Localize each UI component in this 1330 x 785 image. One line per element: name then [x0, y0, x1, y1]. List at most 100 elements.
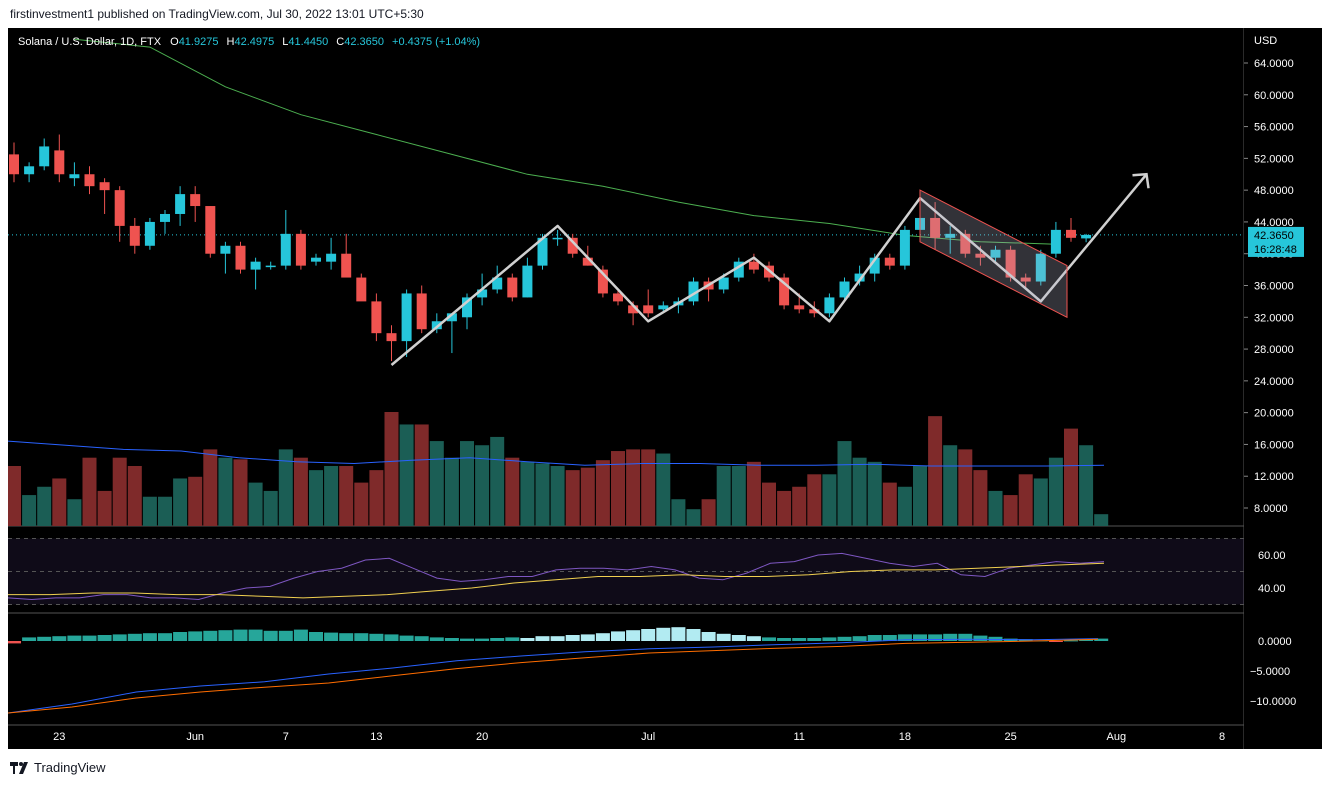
close-label: C: [336, 36, 344, 48]
macd-histogram-bar: [520, 638, 535, 641]
candle-body: [356, 277, 367, 302]
macd-histogram-bar: [626, 630, 641, 641]
macd-histogram-bar: [686, 629, 701, 641]
volume-bar: [414, 424, 429, 526]
candle-body: [899, 229, 910, 266]
candle-body: [582, 257, 593, 266]
macd-histogram-bar: [928, 634, 943, 641]
macd-histogram-bar: [37, 636, 52, 641]
moving-average-line: [74, 38, 1056, 245]
candle-body: [129, 225, 140, 246]
macd-histogram-bar: [8, 641, 21, 644]
macd-histogram-bar: [746, 636, 761, 641]
close-value: 42.3650: [344, 36, 384, 48]
macd-histogram-bar: [837, 636, 852, 641]
macd-histogram-bar: [807, 638, 822, 641]
macd-histogram-bar: [203, 630, 218, 641]
candle-body: [39, 146, 50, 167]
macd-histogram-bar: [565, 635, 580, 641]
time-tick-label: 23: [53, 731, 65, 743]
macd-histogram-bar: [339, 633, 354, 641]
candle-body: [658, 305, 669, 310]
volume-bar: [595, 460, 610, 526]
macd-histogram-bar: [52, 636, 67, 641]
macd-histogram-bar: [988, 636, 1003, 641]
volume-bar: [762, 482, 776, 526]
macd-histogram-bar: [1079, 639, 1094, 641]
macd-histogram-bar: [867, 635, 882, 641]
candle-body: [144, 221, 155, 246]
macd-histogram-bar: [263, 630, 278, 641]
candle-body: [643, 305, 654, 314]
symbol-label: Solana / U.S. Dollar, 1D, FTX: [18, 36, 162, 48]
candle-body: [522, 265, 533, 298]
tradingview-logo-icon: [10, 762, 28, 774]
volume-bar: [444, 457, 459, 526]
macd-histogram-bar: [67, 635, 82, 641]
volume-bar: [475, 445, 490, 526]
macd-histogram-bar: [716, 633, 731, 641]
volume-bar: [278, 449, 293, 526]
footer: TradingView: [0, 749, 1330, 785]
candle-body: [839, 281, 850, 298]
candle-body: [990, 249, 1001, 258]
macd-line: [8, 638, 1099, 714]
volume-bar: [716, 466, 731, 526]
volume-bar: [928, 416, 943, 526]
macd-histogram-bar: [973, 635, 988, 641]
chart-frame[interactable]: 23 Jun 7 13 20 Jul 11 18 25 Aug 8 USD 64.0000 60.00…: [8, 28, 1322, 749]
candle-body: [824, 297, 835, 314]
macd-histogram-bar: [293, 629, 308, 641]
volume-bar: [988, 490, 1003, 526]
volume-bar: [399, 424, 414, 526]
volume-bar: [188, 476, 203, 526]
rsi-tick-label: 40.00: [1258, 583, 1286, 595]
volume-bar: [1094, 514, 1109, 526]
candle-body: [341, 253, 352, 278]
volume-bar: [339, 466, 354, 526]
price-tick-label: 60.0000: [1254, 90, 1294, 102]
macd-histogram-bar: [324, 632, 339, 641]
candle-body: [114, 190, 125, 226]
macd-histogram-bar: [913, 634, 927, 641]
macd-histogram-bar: [943, 633, 958, 641]
candle-body: [567, 237, 578, 254]
open-label: O: [170, 36, 179, 48]
candle-body: [779, 277, 790, 306]
price-tick-label: 44.0000: [1254, 217, 1294, 229]
volume-bar: [1048, 457, 1063, 526]
macd-tick-label: −10.0000: [1250, 696, 1296, 708]
candle-body: [54, 150, 65, 175]
macd-histogram-bar: [550, 636, 565, 641]
candle-body: [1005, 249, 1016, 278]
low-label: L: [282, 36, 288, 48]
candle-body: [280, 233, 291, 266]
macd-histogram-bar: [309, 632, 323, 641]
macd-histogram-bar: [399, 635, 414, 641]
price-tick-label: 8.0000: [1254, 503, 1288, 515]
macd-histogram-bar: [429, 637, 444, 641]
volume-bar: [792, 486, 807, 526]
macd-histogram-bar: [490, 638, 505, 641]
volume-bar: [520, 461, 535, 526]
candle-body: [160, 213, 170, 222]
price-axis-bg[interactable]: [1244, 28, 1322, 749]
volume-bar: [142, 496, 157, 526]
candle-body: [930, 217, 941, 238]
chart-svg[interactable]: 23 Jun 7 13 20 Jul 11 18 25 Aug 8 USD 64.0000 60.00…: [8, 28, 1322, 749]
candle-body: [386, 333, 397, 342]
price-tick-label: 32.0000: [1254, 312, 1294, 324]
time-tick-label: 18: [899, 731, 911, 743]
macd-histogram-bar: [112, 634, 127, 641]
volume-bar: [460, 441, 474, 526]
macd-histogram-bar: [505, 637, 520, 641]
macd-histogram-bar: [641, 629, 656, 641]
price-tick-label: 52.0000: [1254, 153, 1294, 165]
macd-tick-label: 0.0000: [1258, 636, 1292, 648]
zigzag-pattern-line: [390, 173, 1148, 366]
macd-histogram-bar: [82, 635, 97, 641]
volume-bar: [701, 499, 716, 526]
macd-histogram-bar: [580, 634, 595, 641]
candle-body: [628, 305, 639, 314]
volume-bar: [112, 457, 127, 526]
